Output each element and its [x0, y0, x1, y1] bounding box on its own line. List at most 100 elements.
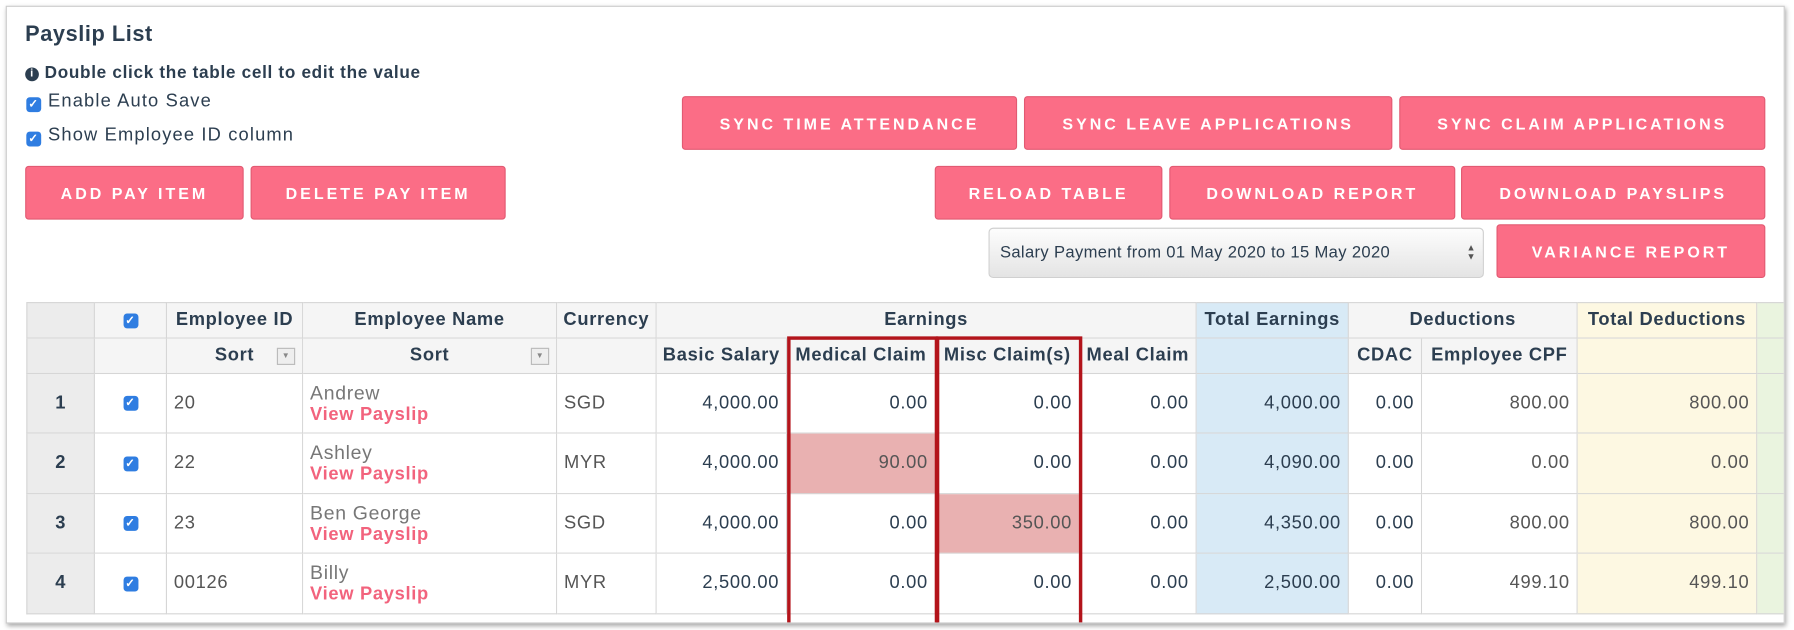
- amount-cell: [1757, 374, 1784, 434]
- employee-id: 00126: [167, 553, 304, 615]
- row-select: ✓: [94, 553, 168, 615]
- checkbox[interactable]: ✓: [122, 576, 138, 591]
- column-header: Medical Claim: [787, 338, 936, 375]
- filter-dropdown[interactable]: ▼: [276, 347, 296, 365]
- button[interactable]: SYNC CLAIM APPLICATIONS: [1399, 96, 1766, 150]
- button[interactable]: VARIANCE REPORT: [1496, 224, 1766, 279]
- select-arrow: ▲ ▼: [1466, 242, 1476, 262]
- amount-cell: 0.00: [1348, 553, 1423, 615]
- header-cell: [26, 302, 95, 339]
- amount-cell: 499.10: [1422, 553, 1578, 615]
- auto-save-option[interactable]: ✓ Enable Auto Save: [26, 92, 212, 113]
- view-payslip-link[interactable]: View Payslip: [310, 524, 429, 545]
- checkbox[interactable]: ✓: [122, 395, 138, 411]
- hint-text: Double click the table cell to edit the …: [44, 62, 421, 83]
- button[interactable]: RELOAD TABLE: [934, 165, 1163, 220]
- view-payslip-link[interactable]: View Payslip: [310, 404, 429, 424]
- amount-cell: 0.00: [1080, 374, 1197, 434]
- employee-id: 22: [167, 433, 304, 495]
- button[interactable]: ADD PAY ITEM: [25, 165, 244, 220]
- amount-cell: 4,000.00: [656, 494, 788, 554]
- button[interactable]: DELETE PAY ITEM: [250, 165, 506, 220]
- amount-cell: 0.00: [787, 494, 936, 554]
- amount-cell: 350.00: [935, 494, 1081, 554]
- currency: MYR: [557, 553, 657, 615]
- column-header: Total Earnings: [1196, 302, 1349, 339]
- group-header: Deductions: [1348, 302, 1578, 339]
- header-cell: [1757, 338, 1784, 375]
- currency: SGD: [557, 494, 657, 554]
- info-icon: i: [25, 67, 39, 82]
- amount-cell: 2,500.00: [656, 553, 788, 615]
- highlight-box: [787, 336, 939, 623]
- button[interactable]: SYNC TIME ATTENDANCE: [681, 96, 1018, 150]
- employee-name: Ashley View Payslip: [303, 433, 558, 495]
- row-number: 2: [26, 433, 95, 495]
- column-header: Meal Claim: [1080, 338, 1197, 375]
- view-payslip-link[interactable]: View Payslip: [310, 464, 429, 484]
- amount-cell: 0.00: [1348, 494, 1423, 554]
- amount-cell: 800.00: [1577, 494, 1758, 554]
- header-cell: [94, 338, 168, 375]
- header-cell: [1196, 338, 1349, 375]
- amount-cell: 0.00: [1080, 553, 1197, 615]
- checkbox[interactable]: ✓: [122, 312, 138, 328]
- period-select[interactable]: Salary Payment from 01 May 2020 to 15 Ma…: [988, 227, 1484, 279]
- employee-name: Billy View Payslip: [303, 553, 558, 615]
- option-label: Show Employee ID column: [48, 125, 295, 146]
- row-number: 1: [26, 374, 95, 434]
- option-label: Enable Auto Save: [48, 91, 212, 111]
- hint: i Double click the table cell to edit the…: [25, 63, 421, 82]
- amount-cell: 4,000.00: [1196, 374, 1349, 434]
- amount-cell: 0.00: [1348, 374, 1423, 434]
- amount-cell: 0.00: [787, 553, 936, 615]
- column-header: Employee ID: [167, 302, 304, 339]
- name-text: Billy: [310, 561, 350, 584]
- amount-cell: 800.00: [1422, 494, 1578, 554]
- group-header: Earnings: [656, 302, 1197, 339]
- button[interactable]: DOWNLOAD REPORT: [1169, 165, 1456, 220]
- amount-cell: 90.00: [787, 433, 936, 495]
- amount-cell: 0.00: [935, 553, 1081, 615]
- currency: MYR: [557, 433, 657, 495]
- column-header: CDAC: [1348, 338, 1423, 375]
- amount-cell: 2,500.00: [1196, 553, 1349, 615]
- amount-cell: 4,090.00: [1196, 433, 1349, 495]
- row-number: 4: [26, 553, 95, 615]
- show-id-option[interactable]: ✓ Show Employee ID column: [26, 126, 294, 147]
- checkbox[interactable]: ✓: [122, 515, 138, 531]
- header-cell: ✓: [94, 302, 168, 339]
- button[interactable]: SYNC LEAVE APPLICATIONS: [1023, 96, 1393, 150]
- amount-cell: 0.00: [935, 374, 1081, 434]
- row-number: 3: [26, 494, 95, 554]
- amount-cell: 0.00: [1080, 494, 1197, 554]
- header-cell: [1757, 302, 1784, 339]
- checkbox[interactable]: ✓: [26, 97, 42, 113]
- column-header: Misc Claim(s): [935, 338, 1081, 375]
- payslip-table: ✓ Employee ID Employee Name Currency Earning…: [7, 7, 1784, 623]
- header-cell: [557, 338, 657, 375]
- amount-cell: 800.00: [1577, 374, 1758, 434]
- button[interactable]: DOWNLOAD PAYSLIPS: [1461, 165, 1766, 220]
- page-title: Payslip List: [25, 22, 153, 47]
- employee-id: 23: [167, 494, 304, 554]
- payslip-panel: Payslip List i Double click the table cel…: [5, 5, 1785, 624]
- view-payslip-link[interactable]: View Payslip: [310, 584, 429, 605]
- checkbox[interactable]: ✓: [26, 131, 42, 147]
- row-select: ✓: [94, 494, 168, 554]
- amount-cell: [1757, 433, 1784, 495]
- amount-cell: 4,000.00: [656, 374, 788, 434]
- amount-cell: 0.00: [787, 374, 936, 434]
- checkbox[interactable]: ✓: [122, 455, 138, 471]
- row-select: ✓: [94, 433, 168, 495]
- column-header: Basic Salary: [656, 338, 788, 375]
- amount-cell: 0.00: [1080, 433, 1197, 495]
- period-text: Salary Payment from 01 May 2020 to 15 Ma…: [999, 243, 1391, 262]
- filter-dropdown[interactable]: ▼: [530, 347, 550, 365]
- employee-id: 20: [167, 374, 304, 434]
- name-text: Ben George: [310, 501, 422, 524]
- name-text: Andrew: [310, 381, 381, 404]
- header-cell: [1577, 338, 1758, 375]
